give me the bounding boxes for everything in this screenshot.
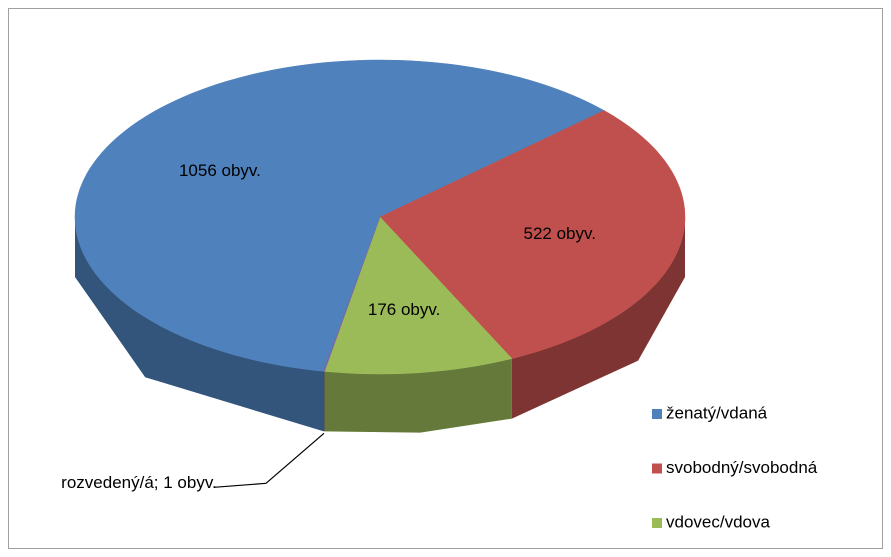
data-label: 522 obyv. <box>524 224 596 243</box>
legend-swatch <box>652 463 662 474</box>
legend-swatch <box>652 518 662 528</box>
slice <box>324 216 513 375</box>
slice-side <box>323 371 325 432</box>
legend-label: svobodný/svobodná <box>666 458 818 477</box>
data-label: 176 obyv. <box>368 300 440 319</box>
slice <box>379 110 686 359</box>
slice-side <box>324 358 512 433</box>
slice <box>74 59 605 372</box>
legend-label: vdovec/vdova <box>666 512 770 531</box>
side-shade <box>511 217 685 419</box>
side-shade <box>324 358 512 433</box>
leader-line <box>213 432 325 488</box>
legend-label: ženatý/vdaná <box>666 403 768 422</box>
legend-swatch <box>652 409 662 419</box>
data-label: rozvedený/á; 1 obyv. <box>61 473 217 493</box>
side-shade <box>75 217 324 432</box>
slice-side <box>75 217 324 432</box>
data-label: 1056 obyv. <box>179 161 261 180</box>
slice <box>323 216 381 372</box>
side-shade <box>323 371 325 432</box>
slice-side <box>511 217 685 419</box>
